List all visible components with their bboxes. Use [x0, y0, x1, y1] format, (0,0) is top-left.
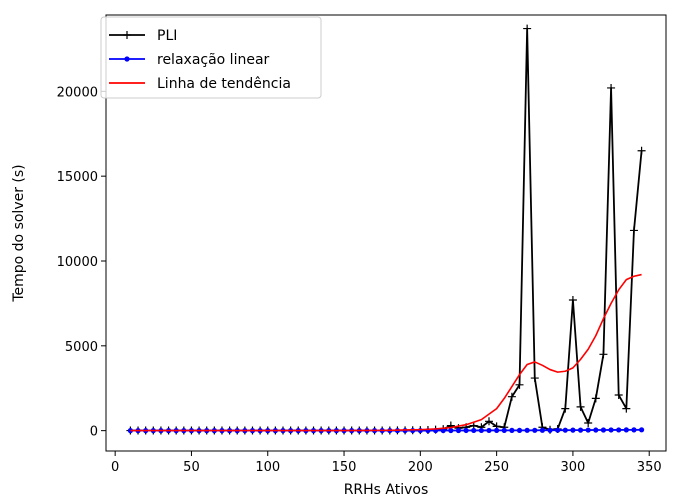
- legend-label: PLI: [157, 28, 177, 44]
- y-tick-label: 20000: [57, 85, 98, 100]
- point-marker: [568, 296, 577, 305]
- point-marker: [591, 394, 600, 403]
- point-marker: [577, 427, 584, 433]
- point-marker: [463, 427, 469, 434]
- point-marker: [584, 419, 593, 428]
- point-marker: [494, 427, 500, 434]
- point-marker: [622, 404, 631, 413]
- point-marker: [486, 427, 492, 434]
- legend-item-relaxacao-linear: relaxação linear: [109, 52, 270, 68]
- point-marker: [515, 380, 524, 389]
- x-tick-label: 0: [111, 460, 119, 475]
- point-marker: [629, 226, 638, 235]
- point-marker: [555, 427, 561, 433]
- point-marker: [561, 404, 570, 413]
- point-marker: [530, 374, 539, 383]
- point-marker: [471, 427, 477, 434]
- point-marker: [417, 427, 423, 434]
- x-axis-label: RRHs Ativos: [344, 482, 429, 498]
- series-linha-de-tendencia: [130, 273, 642, 432]
- point-marker: [614, 391, 623, 400]
- point-marker: [448, 427, 454, 434]
- point-marker: [539, 427, 546, 433]
- x-axis-ticks: 0 50 100 150 200 250 300 350: [111, 451, 662, 475]
- point-marker: [607, 83, 616, 92]
- legend-label: Linha de tendência: [157, 76, 291, 92]
- point-marker: [547, 427, 553, 433]
- point-marker: [623, 427, 629, 433]
- point-marker: [600, 427, 607, 433]
- y-tick-label: 10000: [57, 255, 98, 270]
- x-tick-label: 300: [561, 460, 586, 475]
- legend-box: [100, 16, 322, 99]
- point-marker: [455, 427, 462, 434]
- point-marker: [507, 392, 516, 401]
- point-marker: [523, 24, 532, 33]
- point-marker: [440, 427, 446, 434]
- point-marker: [501, 427, 507, 433]
- y-tick-label: 15000: [57, 170, 98, 185]
- x-tick-label: 100: [255, 460, 280, 475]
- point-marker: [616, 427, 622, 433]
- x-tick-label: 150: [332, 460, 357, 475]
- x-tick-label: 50: [183, 460, 200, 475]
- point-marker: [562, 427, 568, 433]
- x-tick-label: 200: [408, 460, 433, 475]
- point-marker: [532, 427, 538, 433]
- y-tick-label: 0: [90, 425, 98, 440]
- legend-item-pli: PLI: [109, 28, 177, 44]
- series-layer: [126, 24, 646, 435]
- legend-marker: [123, 31, 131, 39]
- x-tick-label: 350: [637, 460, 662, 475]
- point-marker: [570, 427, 576, 433]
- point-marker: [478, 427, 484, 434]
- point-marker: [638, 427, 645, 433]
- y-tick-label: 5000: [65, 340, 98, 355]
- point-marker: [516, 427, 523, 433]
- legend-marker: [124, 56, 130, 62]
- point-marker: [608, 427, 614, 433]
- point-marker: [524, 427, 530, 433]
- legend: PLI relaxação linear Linha de tendência: [100, 16, 322, 99]
- plot-frame: [105, 14, 667, 452]
- point-marker: [631, 427, 637, 433]
- point-marker: [509, 427, 515, 433]
- point-marker: [585, 427, 591, 433]
- y-axis-ticks: 0 5000 10000 15000 20000: [57, 85, 106, 440]
- legend-item-linha-de-tendencia: Linha de tendência: [109, 76, 291, 92]
- point-marker: [637, 146, 646, 155]
- series-line-linha-de-tendencia: [130, 273, 642, 432]
- point-marker: [576, 402, 585, 411]
- x-tick-label: 250: [484, 460, 509, 475]
- point-marker: [484, 417, 493, 426]
- y-axis-label: Tempo do solver (s): [11, 164, 27, 302]
- point-marker: [599, 350, 608, 359]
- point-marker: [593, 427, 599, 433]
- legend-label: relaxação linear: [157, 52, 270, 68]
